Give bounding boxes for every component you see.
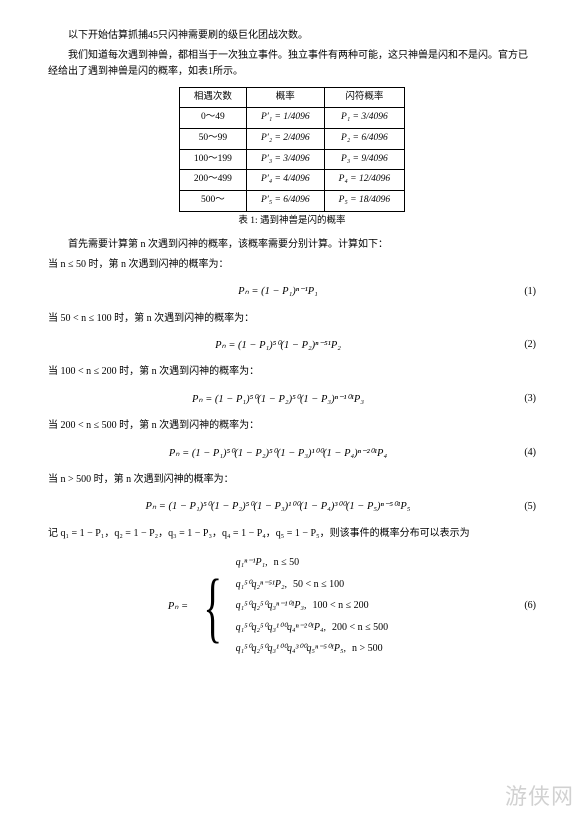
case-5-text: 当 n > 500 时，第 n 次遇到闪神的概率为：: [48, 472, 536, 489]
table-header-row: 相遇次数 概率 闪符概率: [179, 87, 404, 108]
eq-number: (4): [508, 445, 536, 462]
table-row: 100～199P′₃ = 3/4096P₃ = 9/4096: [179, 149, 404, 170]
equation-4: Pₙ = (1 − P₁)⁵⁰(1 − P₂)⁵⁰(1 − P₃)¹⁰⁰(1 −…: [48, 445, 536, 462]
equation-2: Pₙ = (1 − P₁)⁵⁰(1 − P₂)ⁿ⁻⁵¹P₂ (2): [48, 337, 536, 354]
case-2-text: 当 50 < n ≤ 100 时，第 n 次遇到闪神的概率为：: [48, 311, 536, 328]
table-row: 50～99P′₂ = 2/4096P₂ = 6/4096: [179, 128, 404, 149]
eq-number: (2): [508, 337, 536, 354]
eq-body: Pₙ = (1 − P₁)⁵⁰(1 − P₂)⁵⁰(1 − P₃)¹⁰⁰(1 −…: [48, 445, 508, 462]
eq-body: Pₙ = (1 − P₁)⁵⁰(1 − P₂)⁵⁰(1 − P₃)¹⁰⁰(1 −…: [48, 498, 508, 515]
probability-table: 相遇次数 概率 闪符概率 0～49P′₁ = 1/4096P₁ = 3/4096…: [179, 87, 405, 212]
eq-body: Pₙ = (1 − P₁)ⁿ⁻¹P₁: [48, 283, 508, 300]
equation-6-piecewise: Pₙ = { q₁ⁿ⁻¹P₁,n ≤ 50 q₁⁵⁰q₂ⁿ⁻⁵¹P₂,50 < …: [48, 550, 536, 663]
case-3-text: 当 100 < n ≤ 200 时，第 n 次遇到闪神的概率为：: [48, 364, 536, 381]
piecewise-cases: q₁ⁿ⁻¹P₁,n ≤ 50 q₁⁵⁰q₂ⁿ⁻⁵¹P₂,50 < n ≤ 100…: [236, 550, 389, 663]
table-row: 0～49P′₁ = 1/4096P₁ = 3/4096: [179, 108, 404, 129]
intro-para-1: 以下开始估算抓捕45只闪神需要刷的级巨化团战次数。: [48, 28, 536, 45]
piecewise-lhs: Pₙ =: [168, 598, 188, 615]
page-content: 以下开始估算抓捕45只闪神需要刷的级巨化团战次数。 我们知道每次遇到神兽，都相当…: [0, 0, 584, 663]
eq-body: Pₙ = (1 − P₁)⁵⁰(1 − P₂)⁵⁰(1 − P₃)ⁿ⁻¹⁰¹P₃: [48, 391, 508, 408]
eq-number: (6): [508, 598, 536, 615]
left-brace-icon: {: [204, 568, 223, 646]
substitution-text: 记 q₁ = 1 − P₁，q₂ = 1 − P₂，q₃ = 1 − P₃，q₄…: [48, 526, 536, 543]
eq-body: Pₙ = (1 − P₁)⁵⁰(1 − P₂)ⁿ⁻⁵¹P₂: [48, 337, 508, 354]
eq-number: (1): [508, 284, 536, 301]
watermark-text: 游侠网: [505, 779, 574, 811]
case-1-text: 当 n ≤ 50 时，第 n 次遇到闪神的概率为：: [48, 257, 536, 274]
equation-1: Pₙ = (1 − P₁)ⁿ⁻¹P₁ (1): [48, 283, 536, 300]
calc-intro: 首先需要计算第 n 次遇到闪神的概率，该概率需要分别计算。计算如下：: [48, 237, 536, 254]
equation-3: Pₙ = (1 − P₁)⁵⁰(1 − P₂)⁵⁰(1 − P₃)ⁿ⁻¹⁰¹P₃…: [48, 391, 536, 408]
table-row: 200～499P′₄ = 4/4096P₄ = 12/4096: [179, 170, 404, 191]
table-row: 500～P′₅ = 6/4096P₅ = 18/4096: [179, 190, 404, 211]
col-header: 概率: [246, 87, 324, 108]
case-4-text: 当 200 < n ≤ 500 时，第 n 次遇到闪神的概率为：: [48, 418, 536, 435]
eq-number: (3): [508, 391, 536, 408]
equation-5: Pₙ = (1 − P₁)⁵⁰(1 − P₂)⁵⁰(1 − P₃)¹⁰⁰(1 −…: [48, 498, 536, 515]
eq-number: (5): [508, 499, 536, 516]
table-caption: 表 1: 遇到神兽是闪的概率: [48, 214, 536, 230]
col-header: 闪符概率: [324, 87, 404, 108]
col-header: 相遇次数: [179, 87, 246, 108]
intro-para-2: 我们知道每次遇到神兽，都相当于一次独立事件。独立事件有两种可能，这只神兽是闪和不…: [48, 48, 536, 81]
